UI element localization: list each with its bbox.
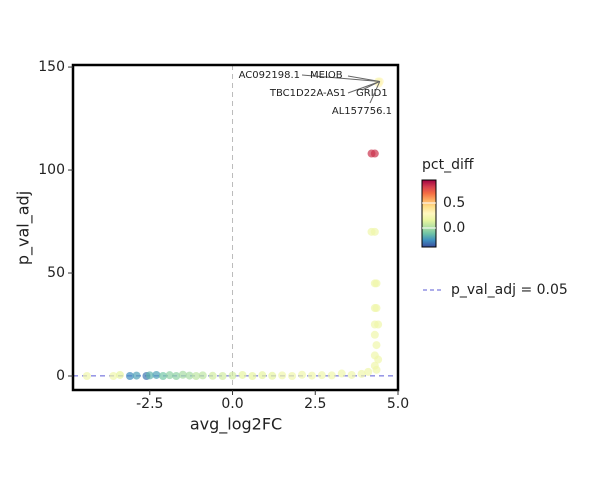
point (364, 367, 373, 376)
point (298, 370, 307, 379)
point (307, 371, 316, 380)
point (248, 371, 257, 380)
point (288, 371, 297, 380)
colorbar-title: pct_diff (422, 157, 474, 173)
point (258, 371, 267, 380)
annotation-line (347, 81, 380, 94)
point (268, 371, 277, 380)
colorbar-tick-label: 0.5 (443, 195, 465, 211)
point (372, 365, 381, 374)
colorbar (421, 179, 437, 248)
colorbar-tick-label: 0.0 (443, 220, 465, 236)
x-tick-label: 0.0 (221, 396, 243, 412)
point (132, 371, 141, 380)
plot-frame (71, 63, 400, 392)
annotation-label: MEIOB (310, 70, 343, 81)
point (145, 371, 154, 380)
x-tick-label: 2.5 (304, 396, 326, 412)
point (115, 370, 124, 379)
annotation-line (301, 74, 380, 82)
x-tick-label: -2.5 (136, 396, 163, 412)
annotation-line (361, 81, 381, 91)
legend-label: p_val_adj = 0.05 (451, 282, 568, 298)
point (218, 371, 227, 380)
point (374, 320, 383, 329)
y-tick-label: 100 (38, 162, 65, 178)
point (82, 371, 91, 380)
point (185, 371, 194, 380)
annotation-label: AL157756.1 (332, 106, 392, 117)
y-axis-title: p_val_adj (14, 191, 34, 265)
point (172, 371, 181, 380)
point (278, 371, 287, 380)
point (317, 371, 326, 380)
point (198, 371, 207, 380)
annotation-label: GRID1 (356, 88, 388, 99)
point (125, 371, 134, 380)
y-tick-label: 0 (56, 368, 65, 384)
annotation-label: AC092198.1 (239, 70, 300, 81)
point (347, 370, 356, 379)
point (372, 304, 381, 313)
point (178, 370, 187, 379)
y-tick-label: 50 (47, 265, 65, 281)
point (165, 371, 174, 380)
point (370, 227, 379, 236)
point (208, 371, 217, 380)
point (370, 330, 379, 339)
annotation-line (369, 81, 381, 104)
point (109, 371, 118, 380)
point (192, 371, 201, 380)
annotation-label: TBC1D22A-AS1 (269, 88, 346, 99)
x-tick-label: 5.0 (387, 396, 409, 412)
point (370, 149, 379, 158)
x-axis-title: avg_log2FC (190, 415, 282, 435)
point (372, 341, 381, 350)
point (337, 369, 346, 378)
point (152, 370, 161, 379)
annotation-line (347, 75, 380, 82)
y-tick-label: 150 (38, 59, 65, 75)
point (357, 369, 366, 378)
point (374, 355, 383, 364)
point (238, 370, 247, 379)
point (228, 371, 237, 380)
point (372, 279, 381, 288)
point (159, 371, 168, 380)
point (327, 371, 336, 380)
